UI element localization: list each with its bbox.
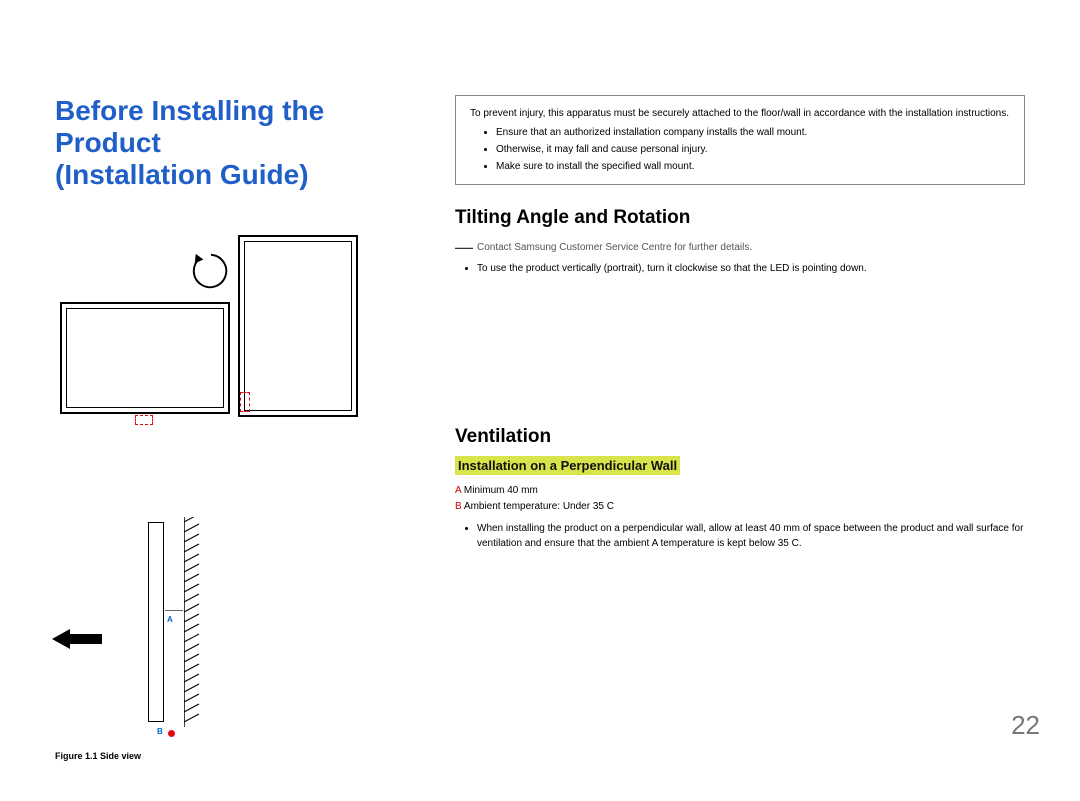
ventilation-section: Ventilation Installation on a Perpendicu… [455,426,1025,551]
a-line-icon [165,610,183,611]
portrait-panel [238,235,358,417]
vent-heading: Ventilation [455,426,1025,448]
tilt-note: ― Contact Samsung Customer Service Centre… [455,237,1025,258]
title-line-2: (Installation Guide) [55,159,309,190]
vent-bullet: When installing the product on a perpend… [477,521,1025,551]
wall-hatch-icon [184,517,202,727]
led-portrait-icon [240,392,250,412]
warning-item: Ensure that an authorized installation c… [496,125,1010,140]
spec-a: A Minimum 40 mm [455,483,1025,499]
title-line-1: Before Installing the Product [55,95,324,158]
warning-intro: To prevent injury, this apparatus must b… [470,106,1010,121]
direction-arrow-icon [52,629,102,649]
led-landscape-icon [135,415,153,425]
page-number: 22 [1011,710,1040,741]
side-view-diagram: A B [110,517,310,747]
dash-icon: ― [455,237,473,257]
spec-a-text: Minimum 40 mm [461,485,538,496]
portrait-panel-inner [244,241,352,411]
warning-item: Otherwise, it may fall and cause persona… [496,142,1010,157]
rotation-diagram [60,232,360,427]
tilt-heading: Tilting Angle and Rotation [455,207,1025,229]
warning-item: Make sure to install the specified wall … [496,159,1010,174]
spec-b: B Ambient temperature: Under 35 C [455,499,1025,515]
warning-box: To prevent injury, this apparatus must b… [455,95,1025,185]
page-title: Before Installing the Product (Installat… [55,95,405,192]
tilt-note-text: Contact Samsung Customer Service Centre … [477,242,752,253]
panel-side-icon [148,522,164,722]
vent-subheading: Installation on a Perpendicular Wall [455,456,680,475]
figure-caption: Figure 1.1 Side view [55,751,405,761]
label-b: B [157,727,163,736]
landscape-panel [60,302,230,414]
dot-b-icon [168,730,175,737]
spec-b-letter: B [455,501,462,512]
tilt-bullet: To use the product vertically (portrait)… [477,261,1025,276]
spec-b-text: Ambient temperature: Under 35 C [462,501,614,512]
tilt-section: Tilting Angle and Rotation ― Contact Sams… [455,207,1025,276]
landscape-panel-inner [66,308,224,408]
rotation-arrow-icon [190,250,232,292]
label-a: A [167,615,173,624]
